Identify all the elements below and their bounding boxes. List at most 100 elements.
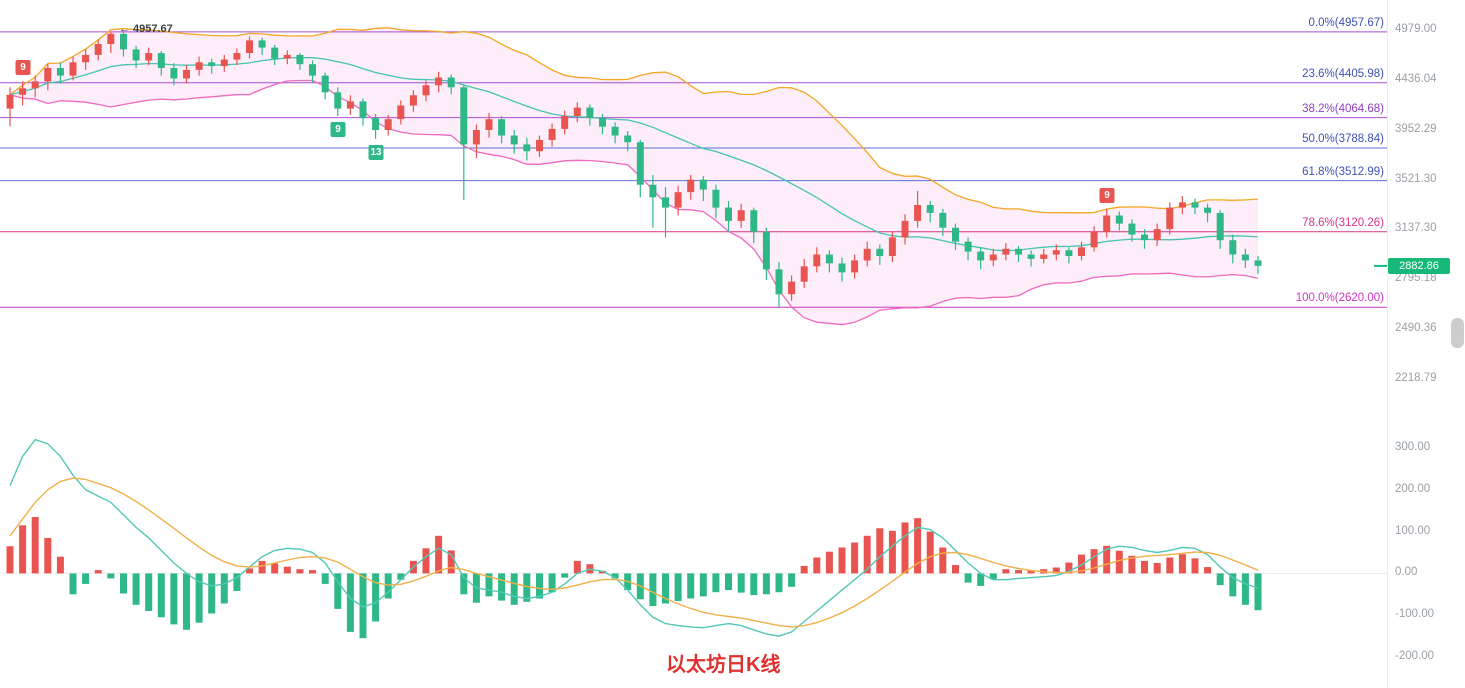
candle-body: [1153, 229, 1161, 241]
candle-body: [6, 94, 14, 109]
macd-bar: [435, 535, 443, 574]
axis-tick-label: -100.00: [1395, 608, 1435, 620]
macd-bar: [712, 573, 720, 593]
candle-body: [1241, 254, 1249, 261]
candle-body: [346, 101, 354, 109]
candle-body: [914, 205, 922, 221]
candle-body: [384, 119, 392, 130]
candle-body: [636, 142, 644, 185]
macd-bar: [674, 573, 682, 601]
macd-bar: [1078, 554, 1085, 574]
macd-bar: [687, 573, 695, 599]
candle-body: [321, 75, 329, 93]
candle-body: [989, 254, 997, 261]
candle-body: [800, 266, 808, 282]
macd-bar: [838, 547, 846, 574]
candlestick-macd-chart[interactable]: [0, 0, 1388, 688]
candle-body: [1027, 254, 1035, 259]
chart-area[interactable]: 0.0%(4957.67) 23.6%(4405.98) 38.2%(4064.68…: [0, 0, 1388, 688]
candle-body: [838, 263, 846, 273]
macd-bar: [296, 569, 304, 574]
boll-lower-line: [9, 79, 1259, 326]
macd-bar: [334, 573, 342, 609]
candle-body: [359, 101, 367, 119]
macd-bar: [523, 573, 531, 602]
macd-bar: [750, 573, 758, 596]
candle-body: [258, 40, 266, 48]
macd-bar: [1153, 563, 1161, 574]
axis-tick-label: 2490.36: [1395, 322, 1437, 334]
candle-body: [851, 260, 859, 273]
macd-bar: [1191, 558, 1199, 574]
macd-bar: [851, 542, 859, 574]
macd-histogram: [6, 517, 1262, 639]
candle-body: [1141, 234, 1148, 241]
candle-body: [44, 68, 52, 82]
candle-body: [1115, 215, 1123, 224]
macd-bar: [536, 573, 543, 599]
candle-body: [926, 205, 934, 213]
candle-body: [548, 128, 556, 140]
macd-bar: [901, 522, 909, 574]
macd-bar: [876, 528, 884, 574]
candle-body: [472, 130, 480, 145]
macd-bar: [1178, 554, 1186, 574]
candle-body: [120, 33, 127, 50]
boll-mid-line: [9, 57, 1259, 252]
macd-bar: [447, 550, 455, 574]
candle-body: [1040, 254, 1048, 259]
macd-bar: [460, 573, 468, 595]
current-price-badge: 2882.86: [1388, 258, 1450, 274]
candle-body: [145, 53, 153, 61]
macd-bar: [863, 535, 871, 574]
macd-bar: [6, 546, 14, 574]
candle-body: [498, 119, 506, 136]
candle-body: [271, 47, 279, 59]
macd-bar: [914, 518, 922, 574]
macd-bar: [989, 573, 997, 580]
candle-body: [737, 210, 745, 221]
candle-body: [662, 197, 669, 208]
macd-bar: [258, 560, 266, 574]
scrollbar-thumb[interactable]: [1451, 318, 1464, 348]
axis-tick-label: 200.00: [1395, 483, 1431, 495]
macd-bar: [813, 557, 821, 574]
candle-body: [208, 62, 216, 67]
macd-bar: [737, 573, 745, 593]
axis-tick-label: 0.00: [1395, 566, 1418, 578]
macd-dif-line: [9, 438, 1259, 637]
candle-body: [19, 88, 27, 95]
macd-bar: [309, 570, 316, 574]
macd-bar: [825, 551, 833, 574]
macd-bar: [31, 517, 39, 574]
candle-body: [82, 54, 90, 63]
macd-bar: [952, 565, 959, 574]
macd-bar: [1141, 560, 1148, 574]
axis-tick-label: 3521.30: [1395, 173, 1437, 185]
macd-bar: [964, 573, 972, 583]
candle-body: [94, 44, 102, 55]
macd-bar: [233, 573, 241, 591]
candle-body: [334, 92, 342, 109]
macd-bar: [359, 573, 367, 639]
candle-body: [825, 254, 833, 264]
axis-tick-label: 2218.79: [1395, 372, 1437, 384]
candle-body: [901, 220, 909, 238]
macd-bar: [1103, 545, 1111, 574]
macd-bar: [44, 537, 52, 574]
macd-bar: [384, 573, 392, 599]
candle-body: [674, 192, 682, 208]
macd-bar: [573, 560, 581, 574]
axis-tick-label: 4979.00: [1395, 23, 1437, 35]
macd-bar: [170, 573, 178, 625]
macd-bar: [82, 573, 90, 584]
candle-body: [372, 118, 380, 130]
candle-body: [1254, 260, 1262, 266]
macd-bar: [183, 573, 190, 630]
macd-bar: [662, 573, 669, 604]
macd-bar: [1090, 549, 1098, 574]
candle-body: [939, 212, 947, 228]
candle-body: [510, 135, 518, 145]
candle-body: [523, 144, 531, 152]
